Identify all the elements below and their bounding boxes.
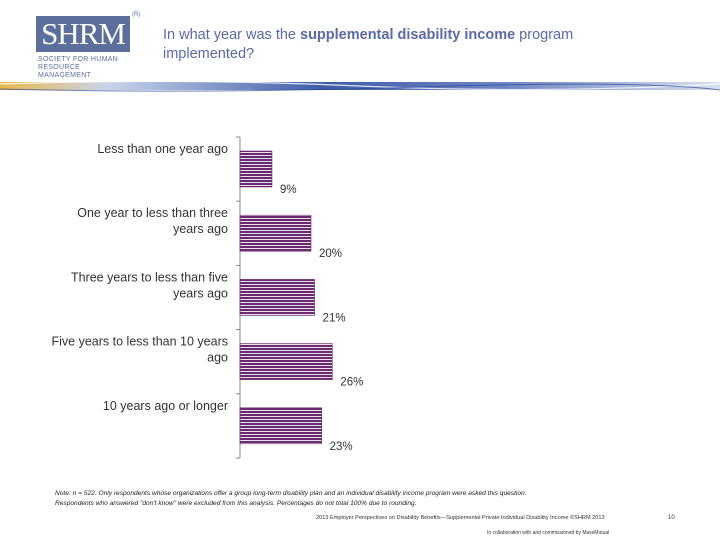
footer-collaboration: In collaboration with and commissioned b… [487,530,610,536]
logo-subtitle: SOCIETY FOR HUMAN RESOURCE MANAGEMENT [38,56,134,80]
category-label: years ago [173,222,228,236]
value-label: 23% [330,441,353,453]
category-label: 10 years ago or longer [103,399,228,413]
category-label: Less than one year ago [97,142,228,156]
value-label: 21% [323,312,346,324]
bar [239,150,273,188]
category-label: ago [207,351,228,365]
page-title: In what year was the supplemental disabi… [163,26,663,64]
bar [239,214,312,252]
title-after: program implemented? [163,27,574,62]
footer-citation: 2013 Employer Perspectives on Disability… [316,515,605,521]
title-before: In what year was the [163,27,301,43]
logo-box [36,16,130,52]
value-label: 9% [280,184,297,196]
logo-letters: SHRM [41,16,126,51]
logo-subtitle-line2: RESOURCE MANAGEMENT [38,64,92,79]
category-label: years ago [173,286,228,300]
bar [239,407,322,445]
value-label: 26% [340,377,363,389]
bar [239,279,315,316]
category-label: Five years to less than 10 years [52,335,228,349]
title-bold: supplemental disability income [300,27,516,43]
decorative-banner [0,80,720,92]
chart-note: Note: n = 522. Only respondents whose or… [55,489,675,509]
category-label: Three years to less than five [71,270,228,284]
value-label: 20% [319,248,342,260]
note-line2: Respondents who answered "don't know" we… [55,500,417,507]
logo-subtitle-line1: SOCIETY FOR HUMAN [38,56,119,63]
bar [239,343,333,380]
registered-mark: (R) [132,12,141,18]
shrm-logo: SHRM SOCIETY FOR HUMAN RESOURCE MANAGEME… [30,12,140,79]
note-line1: Note: n = 522. Only respondents whose or… [55,490,527,497]
page-number: 10 [668,515,675,521]
category-label: One year to less than three [77,206,228,220]
